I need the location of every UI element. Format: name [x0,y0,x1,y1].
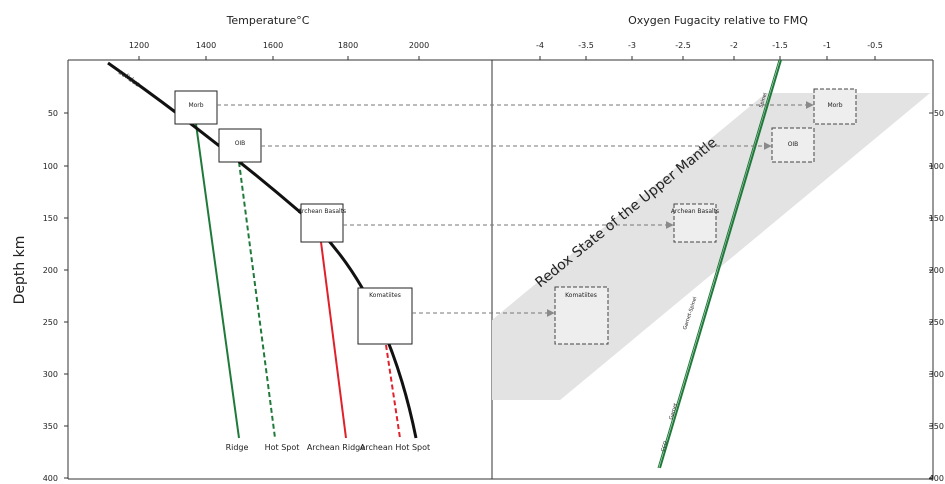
x-tick-label: -1.5 [772,41,788,50]
y-tick-label: 100 [43,162,58,171]
temperature-ticks: 1200 1400 1600 1800 2000 [129,41,429,60]
ridge-path [195,123,240,439]
y-tick-label: 50 [48,109,58,118]
x-tick-label: -2 [730,41,738,50]
temperature-title: Temperature°C [226,14,310,27]
x-tick-label: 1200 [129,41,149,50]
oib-box-label: OIB [235,140,246,147]
oxygen-fugacity-panel: Oxygen Fugacity relative to FMQ -4 -3.5 … [491,14,944,483]
cco-line [657,59,780,469]
x-tick-label: 1400 [196,41,216,50]
x-tick-label: 2000 [409,41,429,50]
x-tick-label: -2.5 [675,41,691,50]
temperature-panel: Temperature°C 1200 1400 1600 1800 2000 [12,14,492,483]
x-tick-label: -3.5 [578,41,594,50]
depth-axis-label: Depth km [12,236,28,305]
y-tick-label: 400 [43,474,58,483]
cco-label: CCO [660,440,669,452]
y-tick-label: 200 [929,266,944,275]
archean-basalts-box [300,203,344,243]
komatiites-box-label: Komatiites [369,292,401,299]
y-tick-label: 400 [929,474,944,483]
solidus-curve [107,61,418,439]
y-tick-label: 50 [934,109,944,118]
y-tick-label: 350 [929,422,944,431]
y-tick-label: 250 [43,318,58,327]
y-tick-label: 150 [43,214,58,223]
oib-box [218,128,262,163]
x-tick-label: 1800 [338,41,358,50]
ridge-label: Ridge [226,443,249,452]
oxygen-fugacity-title: Oxygen Fugacity relative to FMQ [628,14,808,27]
komatiites-fo2-label: Komatiites [565,292,597,299]
komatiites-fo2-box [554,286,609,345]
y-tick-label: 300 [43,370,58,379]
archean-basalts-fo2-label: Archean Basalts [671,208,719,215]
connector-arrows [217,101,814,317]
archean-basalts-box-label: Archean Basalts [298,208,346,215]
archean-hot-spot-label-text: Archean Hot Spot [360,443,430,452]
garnet-spinel-line [659,59,782,469]
archean-basalts-fo2-box [673,203,717,243]
hot-spot-path [238,161,276,439]
depth-ticks: 50 100 150 200 250 300 350 400 [43,109,68,483]
fugacity-ticks: -4 -3.5 -3 -2.5 -2 -1.5 -1 -0.5 [536,41,883,60]
x-tick-label: -4 [536,41,544,50]
x-tick-label: -3 [628,41,636,50]
morb-fo2-box [813,88,857,125]
morb-box [174,90,218,125]
spinel-label: Spinel [758,92,768,108]
archean-ridge-label: Archean Ridge [307,443,365,452]
right-depth-ticks: 50 100 150 200 250 300 350 400 [929,109,944,483]
x-tick-label: -1 [823,41,831,50]
y-tick-label: 350 [43,422,58,431]
hot-spot-label: Hot Spot [265,443,300,452]
archean-ridge-path [320,241,347,439]
morb-fo2-label: Morb [827,102,842,109]
oib-fo2-label: OIB [788,141,799,148]
y-tick-label: 300 [929,370,944,379]
y-tick-label: 100 [929,162,944,171]
oib-fo2-box [771,127,815,163]
komatiites-box [357,287,413,345]
garnet-spinel-label: Garnet-Spinel [682,296,698,330]
y-tick-label: 200 [43,266,58,275]
garnet-label: Garnet [668,402,679,420]
y-tick-label: 250 [929,318,944,327]
archean-hot-spot-label: Archean Hot Spot [360,443,430,452]
x-tick-label: 1600 [263,41,283,50]
x-tick-label: -0.5 [867,41,883,50]
archean-ridge-label-text: Archean Ridge [307,443,365,452]
morb-box-label: Morb [188,102,203,109]
solidus-label: solidus [117,68,142,89]
y-tick-label: 150 [929,214,944,223]
